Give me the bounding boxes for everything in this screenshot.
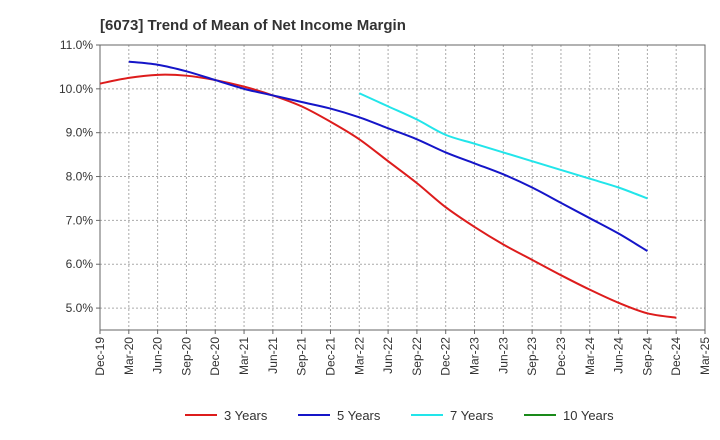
x-tick-label: Jun-21 [266,337,280,374]
y-tick-label: 11.0% [60,38,93,52]
series-line-3-years [99,73,677,319]
series-line-7-years [358,92,648,200]
x-tick-label: Mar-24 [583,337,597,375]
x-tick-label: Sep-22 [410,337,424,376]
x-tick-label: Dec-23 [554,337,568,376]
y-tick-label: 10.0% [59,82,93,96]
y-axis: 5.0% 6.0% 7.0% 8.0% 9.0% 10.0% 11.0% [59,38,100,315]
x-tick-label: Jun-20 [151,337,165,374]
x-tick-label: Mar-21 [237,337,251,375]
series-line-5-years [128,60,648,252]
x-tick-label: Jun-22 [381,337,395,374]
x-tick-label: Jun-24 [612,337,626,374]
x-tick-label: Dec-20 [208,337,222,376]
x-tick-label: Mar-25 [698,337,712,375]
plot-area [99,44,706,331]
x-tick-label: Dec-24 [669,337,683,376]
y-tick-label: 8.0% [66,170,94,184]
legend: 3 Years 5 Years 7 Years 10 Years [185,408,614,423]
x-tick-label: Mar-20 [122,337,136,375]
x-axis: Dec-19 Mar-20 Jun-20 Sep-20 Dec-20 Mar-21 Jun-… [93,330,712,376]
x-tick-label: Sep-23 [525,337,539,376]
legend-label-5-years: 5 Years [337,408,381,423]
y-tick-label: 6.0% [66,257,94,271]
x-tick-label: Dec-21 [323,337,337,376]
y-tick-label: 7.0% [66,213,94,227]
x-tick-label: Jun-23 [496,337,510,374]
legend-label-3-years: 3 Years [224,408,268,423]
x-tick-label: Dec-19 [93,337,107,376]
grid-lines [100,45,705,330]
y-tick-label: 5.0% [66,301,94,315]
series-lines [99,60,677,319]
x-tick-label: Dec-22 [439,337,453,376]
legend-label-10-years: 10 Years [563,408,614,423]
x-tick-label: Sep-20 [179,337,193,376]
x-tick-label: Mar-22 [352,337,366,375]
x-tick-label: Sep-21 [295,337,309,376]
y-tick-label: 9.0% [66,126,94,140]
x-tick-label: Sep-24 [640,337,654,376]
x-tick-label: Mar-23 [468,337,482,375]
chart-title: [6073] Trend of Mean of Net Income Margi… [100,17,406,34]
legend-label-7-years: 7 Years [450,408,494,423]
